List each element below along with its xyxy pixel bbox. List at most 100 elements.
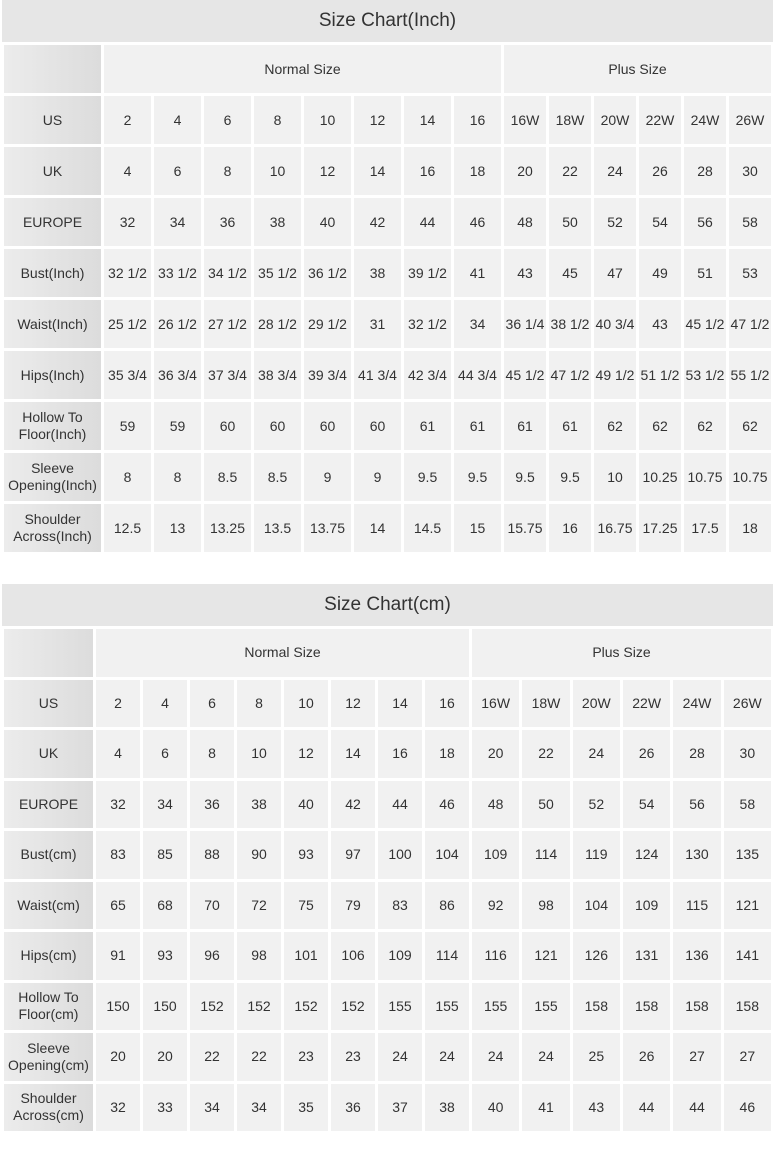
size-cell: 13.75 (304, 504, 351, 552)
size-cell: 114 (425, 932, 469, 980)
size-cell: 38 (237, 780, 281, 828)
plus-size-header: Plus Size (472, 629, 771, 677)
size-cell: 8 (154, 453, 201, 501)
size-cell: 24 (572, 730, 620, 778)
table-row: Hollow To Floor(Inch) 59 59 60 60 60 60 61 61 61 6… (4, 402, 771, 450)
table-row: UK 4 6 8 10 12 14 16 18 20 22 24 26 28 30 (4, 147, 771, 195)
size-cell: 83 (96, 831, 140, 879)
size-cell: 36 1/4 (504, 300, 546, 348)
size-cell: 25 (572, 1033, 620, 1081)
size-cell: 91 (96, 932, 140, 980)
size-cell: 51 (684, 249, 726, 297)
size-cell: 12 (331, 679, 375, 727)
size-cell: 8 (190, 730, 234, 778)
size-cell: 60 (254, 402, 301, 450)
size-cell: 68 (143, 881, 187, 929)
table-row: Shoulder Across(cm) 32 33 34 34 35 36 37 38 40 41 4… (4, 1083, 771, 1131)
size-cell: 62 (639, 402, 681, 450)
size-cell: 9.5 (454, 453, 501, 501)
table-row: Bust(Inch) 32 1/2 33 1/2 34 1/2 35 1/2 36 1/2… (4, 249, 771, 297)
size-cell: 109 (378, 932, 422, 980)
size-cell: 56 (673, 780, 721, 828)
size-cell: 33 (143, 1083, 187, 1131)
size-cell: 44 (378, 780, 422, 828)
size-cell: 53 (729, 249, 771, 297)
size-cell: 24 (378, 1033, 422, 1081)
corner-cell (4, 629, 93, 677)
size-cell: 24 (522, 1033, 570, 1081)
size-cell: 22 (522, 730, 570, 778)
size-cell: 42 3/4 (404, 351, 451, 399)
row-label: EUROPE (4, 198, 101, 246)
size-cell: 10 (254, 147, 301, 195)
table-row: Sleeve Opening(cm) 20 20 22 22 23 23 24 24 24 24 25… (4, 1033, 771, 1081)
size-cell: 14.5 (404, 504, 451, 552)
size-cell: 44 3/4 (454, 351, 501, 399)
size-cell: 26 (639, 147, 681, 195)
size-cell: 44 (404, 198, 451, 246)
size-cell: 26W (723, 679, 771, 727)
size-cell: 32 (96, 1083, 140, 1131)
size-cell: 28 (684, 147, 726, 195)
size-cell: 72 (237, 881, 281, 929)
size-cell: 20W (594, 96, 636, 144)
size-cell: 18 (454, 147, 501, 195)
size-cell: 33 1/2 (154, 249, 201, 297)
size-cell: 61 (404, 402, 451, 450)
size-cell: 14 (404, 96, 451, 144)
row-label: Hips(Inch) (4, 351, 101, 399)
size-cell: 15.75 (504, 504, 546, 552)
row-label: Sleeve Opening(Inch) (4, 453, 101, 501)
size-cell: 28 1/2 (254, 300, 301, 348)
size-cell: 18W (522, 679, 570, 727)
size-cell: 54 (622, 780, 671, 828)
size-cell: 8.5 (254, 453, 301, 501)
size-cell: 34 (454, 300, 501, 348)
size-cell: 36 1/2 (304, 249, 351, 297)
size-cell: 61 (504, 402, 546, 450)
row-label: Hips(cm) (4, 932, 93, 980)
size-cell: 2 (104, 96, 151, 144)
size-cell: 158 (723, 982, 771, 1030)
size-cell: 50 (522, 780, 570, 828)
size-cell: 86 (425, 881, 469, 929)
size-cell: 10.75 (729, 453, 771, 501)
size-cell: 10 (594, 453, 636, 501)
size-cell: 155 (522, 982, 570, 1030)
size-cell: 50 (549, 198, 591, 246)
table-row: UK 4 6 8 10 12 14 16 18 20 22 24 26 28 30 (4, 730, 771, 778)
table-row: EUROPE 32 34 36 38 40 42 44 46 48 50 52 54 56 58 (4, 198, 771, 246)
size-cell: 9.5 (549, 453, 591, 501)
size-cell: 45 1/2 (504, 351, 546, 399)
size-cell: 12 (284, 730, 328, 778)
size-cell: 26 (622, 730, 671, 778)
size-cell: 47 1/2 (729, 300, 771, 348)
size-cell: 20W (572, 679, 620, 727)
size-cell: 43 (639, 300, 681, 348)
size-cell: 22W (622, 679, 671, 727)
size-cell: 158 (673, 982, 721, 1030)
size-cell: 27 (673, 1033, 721, 1081)
size-cell: 58 (723, 780, 771, 828)
size-cell: 38 (425, 1083, 469, 1131)
size-cell: 46 (723, 1083, 771, 1131)
size-cell: 130 (673, 831, 721, 879)
size-cell: 9 (354, 453, 401, 501)
size-table: Normal Size Plus Size US 2 4 6 8 10 12 14 16 16W 18W… (1, 42, 774, 555)
size-cell: 115 (673, 881, 721, 929)
size-cell: 28 (673, 730, 721, 778)
table-row: Bust(cm) 83 85 88 90 93 97 100 104 109 114 119 124 13… (4, 831, 771, 879)
size-cell: 10 (304, 96, 351, 144)
size-cell: 62 (684, 402, 726, 450)
size-cell: 20 (472, 730, 520, 778)
size-cell: 93 (143, 932, 187, 980)
size-cell: 29 1/2 (304, 300, 351, 348)
size-cell: 15 (454, 504, 501, 552)
size-cell: 48 (472, 780, 520, 828)
size-cell: 44 (673, 1083, 721, 1131)
size-cell: 158 (622, 982, 671, 1030)
size-cell: 37 3/4 (204, 351, 251, 399)
size-cell: 79 (331, 881, 375, 929)
size-cell: 150 (96, 982, 140, 1030)
table-row: Hollow To Floor(cm) 150 150 152 152 152 152 155… (4, 982, 771, 1030)
